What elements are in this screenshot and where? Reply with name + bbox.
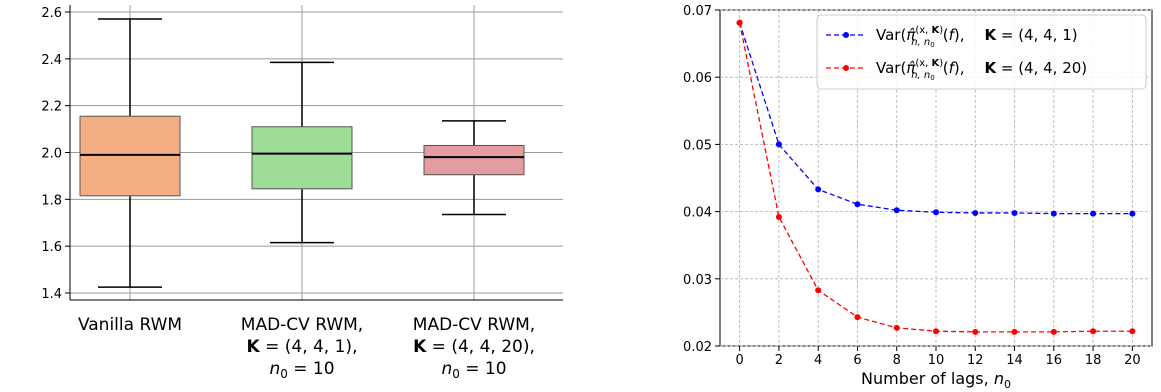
data-point (854, 314, 861, 321)
x-tick-label: 10 (928, 353, 945, 368)
y-tick-label: 2.2 (41, 100, 62, 115)
x-category-label: K = (4, 4, 20), (413, 337, 535, 357)
x-tick-label: 16 (1046, 353, 1063, 368)
data-point (1011, 328, 1018, 335)
data-point (972, 328, 979, 335)
y-tick-label: 0.06 (683, 71, 712, 86)
boxplot-chart: 1.4 1.6 1.8 2.0 2.2 2.4 2.6 Vanilla RWM MAD-CV R… (41, 5, 563, 381)
x-tick-label: 8 (893, 353, 901, 368)
x-category-label: n0 = 10 (441, 359, 506, 381)
legend-marker (843, 65, 849, 71)
legend-box (816, 14, 1147, 90)
x-tick-label: 2 (775, 353, 783, 368)
data-point (1090, 328, 1097, 335)
legend-label: Var(π̂(x, K) n, n0(f), K = (4, 4, 20) (876, 58, 1087, 82)
data-point (893, 324, 900, 331)
y-tick-label: 2.4 (41, 53, 62, 68)
x-tick-label: 12 (967, 353, 984, 368)
x-tick-label: 0 (735, 353, 743, 368)
y-tick-label: 2.6 (41, 6, 62, 21)
box (423, 144, 525, 176)
data-point (1090, 210, 1097, 217)
data-point (1129, 328, 1136, 335)
y-tick-label: 0.02 (683, 340, 712, 355)
y-tick-label: 1.8 (41, 193, 62, 208)
x-tick-label: 6 (853, 353, 861, 368)
data-point (893, 207, 900, 214)
data-point (972, 209, 979, 216)
data-point (815, 287, 822, 294)
x-tick-label: 14 (1006, 353, 1023, 368)
x-axis-label: Number of lags, n0 (861, 369, 1011, 391)
data-point (775, 141, 782, 148)
x-tick-label: 18 (1085, 353, 1102, 368)
data-point (933, 209, 939, 216)
y-tick-label: 0.05 (683, 138, 712, 153)
y-tick-label: 1.4 (41, 287, 62, 302)
box (79, 115, 181, 197)
line-chart: 0 2 4 6 8 10 12 14 16 18 20 0.02 0.03 0.04 0.05 0.06 0.0… (683, 4, 1153, 391)
y-tick-label: 0.04 (683, 206, 712, 221)
x-tick-label: 20 (1124, 353, 1141, 368)
data-point (775, 213, 782, 220)
legend-label: Var(π̂(x, K) n, n0(f), K = (4, 4, 1) (876, 25, 1078, 49)
data-point (933, 328, 939, 335)
x-category-label: MAD-CV RWM, (413, 315, 535, 335)
data-point (1050, 210, 1057, 217)
y-tick-label: 0.07 (683, 4, 712, 19)
x-category-label: n0 = 10 (269, 359, 334, 381)
y-tick-label: 0.03 (683, 273, 712, 288)
data-point (1050, 328, 1057, 335)
data-point (1129, 210, 1136, 217)
x-category-label: MAD-CV RWM, (241, 315, 363, 335)
x-category-label: K = (4, 4, 1), (247, 337, 358, 357)
y-tick-label: 2.0 (41, 147, 62, 162)
data-point (815, 186, 822, 193)
x-tick-label: 4 (814, 353, 822, 368)
box (251, 126, 353, 190)
data-point (736, 19, 743, 26)
legend: Var(π̂(x, K) n, n0(f), K = (4, 4, 1) Var(π̂… (816, 14, 1147, 90)
x-category-label: Vanilla RWM (78, 315, 182, 335)
y-tick-label: 1.6 (41, 240, 62, 255)
data-point (1011, 209, 1018, 216)
data-point (854, 201, 861, 208)
legend-marker (843, 32, 849, 38)
